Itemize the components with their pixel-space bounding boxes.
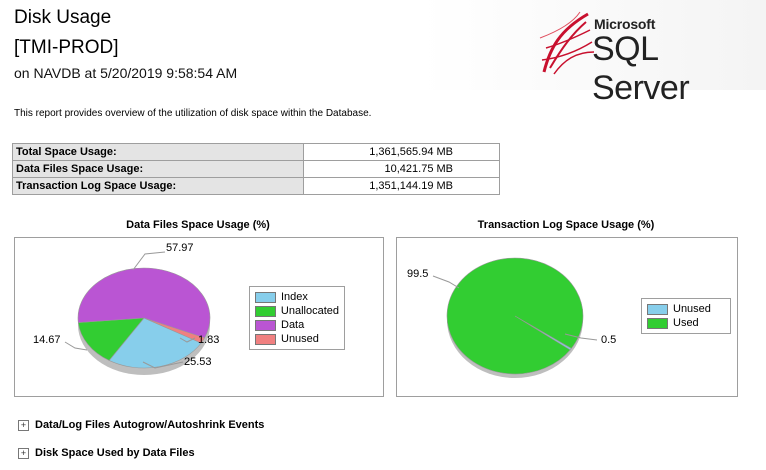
- pie-slice-used: [446, 257, 584, 375]
- legend-label: Used: [673, 317, 699, 329]
- summary-label: Transaction Log Space Usage:: [12, 177, 304, 195]
- pie-label-unused: 0.5: [601, 334, 617, 346]
- pie-leader-line: [179, 337, 196, 343]
- legend-item: Data: [255, 318, 339, 332]
- pie-leader-line: [132, 251, 166, 271]
- legend-swatch: [255, 319, 276, 331]
- legend-item: Unallocated: [255, 304, 339, 318]
- pie-label-unused: 1.83: [198, 334, 220, 346]
- report-title: Disk Usage: [14, 7, 112, 28]
- data-files-chart-title: Data Files Space Usage (%): [126, 219, 270, 231]
- summary-label: Data Files Space Usage:: [12, 160, 304, 178]
- server-name: [TMI-PROD]: [14, 37, 119, 58]
- report-description: This report provides overview of the uti…: [14, 108, 372, 119]
- sql-server-logo: Microsoft SQL Server: [536, 8, 760, 107]
- legend-swatch: [647, 317, 668, 329]
- logo-product-text: SQL Server: [592, 30, 690, 107]
- legend-item: Unused: [255, 332, 339, 346]
- section-label[interactable]: Disk Space Used by Data Files: [35, 447, 195, 459]
- pie-slice-unused: [143, 317, 206, 344]
- data-files-legend: Index Unallocated Data Unused: [249, 286, 345, 350]
- legend-label: Data: [281, 319, 305, 331]
- legend-swatch: [255, 291, 276, 303]
- table-row: Data Files Space Usage: 10,421.75 MB: [12, 160, 500, 178]
- log-chart-title: Transaction Log Space Usage (%): [477, 219, 655, 231]
- log-pie: [432, 257, 598, 378]
- expand-plus-icon[interactable]: +: [18, 419, 29, 431]
- pie-leader-line: [142, 361, 184, 369]
- summary-value: 10,421.75 MB: [303, 160, 500, 178]
- legend-item: Unused: [647, 302, 725, 316]
- summary-value: 1,361,565.94 MB: [303, 143, 500, 161]
- data-files-chart: 57.97 14.67 1.83 25.53 Index Unallocated…: [14, 237, 384, 397]
- legend-label: Unused: [281, 333, 319, 345]
- expand-plus-icon[interactable]: +: [18, 447, 29, 459]
- legend-swatch: [255, 305, 276, 317]
- pie-leader-line: [564, 333, 598, 341]
- legend-item: Used: [647, 316, 725, 330]
- data-files-pie: [64, 251, 211, 375]
- pie-label-unallocated: 14.67: [33, 334, 61, 346]
- log-chart: 99.5 0.5 Unused Used: [396, 237, 738, 397]
- report-subtitle: on NAVDB at 5/20/2019 9:58:54 AM: [14, 65, 238, 81]
- pie-leader-line: [432, 275, 460, 289]
- legend-label: Index: [281, 291, 308, 303]
- pie-label-used: 99.5: [407, 268, 429, 280]
- table-row: Total Space Usage: 1,361,565.94 MB: [12, 143, 500, 161]
- pie-label-data: 57.97: [166, 242, 194, 254]
- pie-slice-data: [77, 267, 211, 339]
- legend-item: Index: [255, 290, 339, 304]
- section-label[interactable]: Data/Log Files Autogrow/Autoshrink Event…: [35, 419, 265, 431]
- logo-microsoft-text: Microsoft: [594, 16, 656, 32]
- legend-swatch: [647, 303, 668, 315]
- legend-label: Unused: [673, 303, 711, 315]
- summary-value: 1,351,144.19 MB: [303, 177, 500, 195]
- legend-label: Unallocated: [280, 305, 339, 317]
- summary-label: Total Space Usage:: [12, 143, 304, 161]
- pie-label-index: 25.53: [184, 356, 212, 368]
- log-legend: Unused Used: [641, 298, 731, 334]
- legend-swatch: [255, 333, 276, 345]
- autogrow-section-toggle[interactable]: + Data/Log Files Autogrow/Autoshrink Eve…: [18, 419, 264, 431]
- disk-space-data-files-toggle[interactable]: + Disk Space Used by Data Files: [18, 447, 195, 459]
- report-header: Disk Usage [TMI-PROD] on NAVDB at 5/20/2…: [0, 0, 766, 107]
- sql-server-swirl-icon: [539, 11, 595, 75]
- pie-leader-line: [64, 341, 88, 351]
- table-row: Transaction Log Space Usage: 1,351,144.1…: [12, 177, 500, 195]
- summary-table: Total Space Usage: 1,361,565.94 MB Data …: [12, 143, 500, 195]
- pie-slice-unallocated: [77, 317, 145, 361]
